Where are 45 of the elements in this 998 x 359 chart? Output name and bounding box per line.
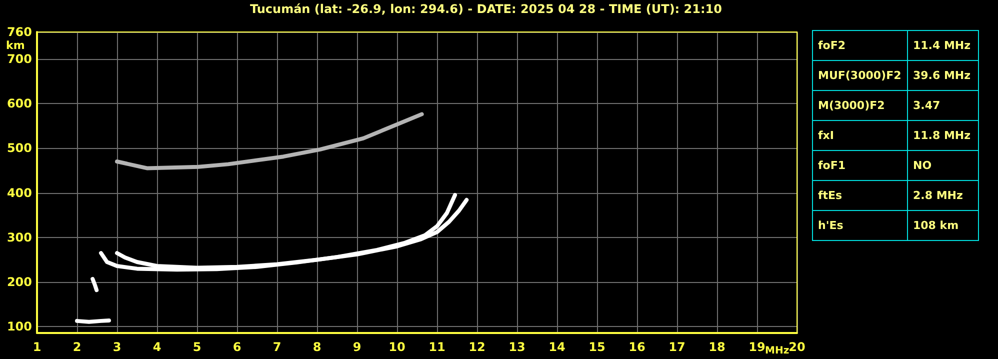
x-tick-label: 8	[312, 340, 322, 354]
x-tick-label: 6	[232, 340, 242, 354]
x-tick-label: 2	[72, 340, 82, 354]
chart-title: Tucumán (lat: -26.9, lon: 294.6) - DATE: 2025 04 28 - TIME (UT): 21:10	[250, 2, 722, 16]
y-tick-label: 100	[6, 320, 32, 334]
text: 11.8 MHz	[913, 129, 971, 142]
text: 3.47	[913, 99, 940, 112]
x-tick-label: 9	[352, 340, 362, 354]
text: 108 km	[913, 219, 959, 232]
category-label: fxI	[812, 120, 908, 150]
x-axis-title: MHz	[765, 346, 790, 356]
category-label: foF1	[812, 150, 908, 180]
x-tick-label: 20	[788, 340, 806, 354]
category-label: h'Es	[812, 210, 908, 240]
x-tick-label: 1	[32, 340, 42, 354]
x-tick-label: 10	[388, 340, 406, 354]
x-tick-label: 4	[152, 340, 162, 354]
y-tick-label: 600	[6, 96, 32, 110]
x-tick-label: 5	[192, 340, 202, 354]
y-axis-title: km	[6, 39, 25, 52]
x-tick-label: 16	[628, 340, 646, 354]
y-tick-label: 760	[6, 25, 32, 39]
y-tick-label: 400	[6, 186, 32, 200]
x-tick-label: 13	[508, 340, 526, 354]
x-tick-label: 18	[708, 340, 726, 354]
x-tick-label: 19	[748, 340, 766, 354]
category-label: MUF(3000)F2	[812, 60, 908, 90]
text: 39.6 MHz	[913, 69, 971, 82]
text: NO	[913, 159, 932, 172]
text: 11.4 MHz	[913, 39, 971, 52]
x-tick-label: 3	[112, 340, 122, 354]
y-tick-label: 200	[6, 275, 32, 290]
y-tick-label: 500	[6, 141, 32, 156]
text: 2.8 MHz	[913, 189, 963, 202]
x-tick-label: 17	[668, 340, 686, 354]
category-label: foF2	[812, 30, 908, 60]
y-tick-label: 300	[6, 230, 32, 244]
category-label: M(3000)F2	[812, 90, 908, 120]
x-tick-label: 12	[468, 340, 486, 354]
x-tick-label: 14	[548, 340, 566, 354]
x-tick-label: 15	[588, 340, 606, 354]
x-tick-label: 11	[428, 340, 446, 354]
x-tick-label: 7	[272, 340, 282, 354]
y-tick-label: 700	[6, 52, 32, 66]
category-label: ftEs	[812, 180, 908, 210]
